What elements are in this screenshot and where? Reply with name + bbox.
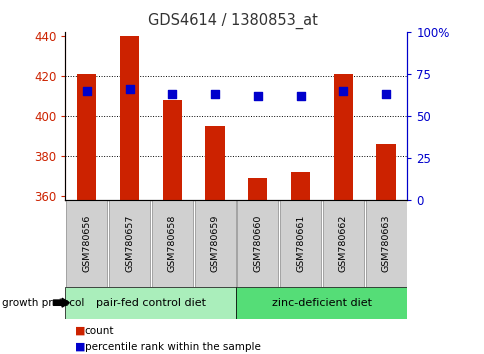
Bar [248, 178, 267, 200]
Bar [290, 172, 310, 200]
Bar [162, 100, 182, 200]
Point [83, 88, 91, 93]
FancyBboxPatch shape [194, 200, 235, 287]
Point [296, 93, 304, 99]
FancyBboxPatch shape [109, 200, 150, 287]
FancyBboxPatch shape [365, 200, 406, 287]
Text: zinc-deficient diet: zinc-deficient diet [272, 298, 371, 308]
Text: percentile rank within the sample: percentile rank within the sample [85, 342, 260, 352]
Text: ■: ■ [75, 342, 86, 352]
Text: count: count [85, 326, 114, 336]
Bar [333, 74, 352, 200]
FancyBboxPatch shape [151, 200, 193, 287]
Bar [120, 36, 139, 200]
FancyBboxPatch shape [237, 200, 278, 287]
Point [125, 86, 133, 92]
Text: GSM780657: GSM780657 [125, 215, 134, 272]
FancyBboxPatch shape [65, 287, 236, 319]
Text: GSM780659: GSM780659 [210, 215, 219, 272]
Text: GSM780663: GSM780663 [381, 215, 390, 272]
Bar [205, 126, 224, 200]
Point [339, 88, 347, 93]
Point [381, 91, 389, 97]
Text: GSM780658: GSM780658 [167, 215, 177, 272]
Text: ■: ■ [75, 326, 86, 336]
Point [254, 93, 261, 99]
Text: GDS4614 / 1380853_at: GDS4614 / 1380853_at [148, 12, 317, 29]
FancyBboxPatch shape [236, 287, 407, 319]
Text: growth protocol: growth protocol [2, 298, 85, 308]
FancyBboxPatch shape [66, 200, 107, 287]
Text: pair-fed control diet: pair-fed control diet [96, 298, 206, 308]
FancyBboxPatch shape [322, 200, 363, 287]
Bar [376, 144, 395, 200]
Text: GSM780656: GSM780656 [82, 215, 91, 272]
FancyBboxPatch shape [279, 200, 320, 287]
Point [168, 91, 176, 97]
Text: GSM780662: GSM780662 [338, 215, 347, 272]
Point [211, 91, 218, 97]
Bar [77, 74, 96, 200]
Text: GSM780660: GSM780660 [253, 215, 262, 272]
Text: GSM780661: GSM780661 [295, 215, 304, 272]
